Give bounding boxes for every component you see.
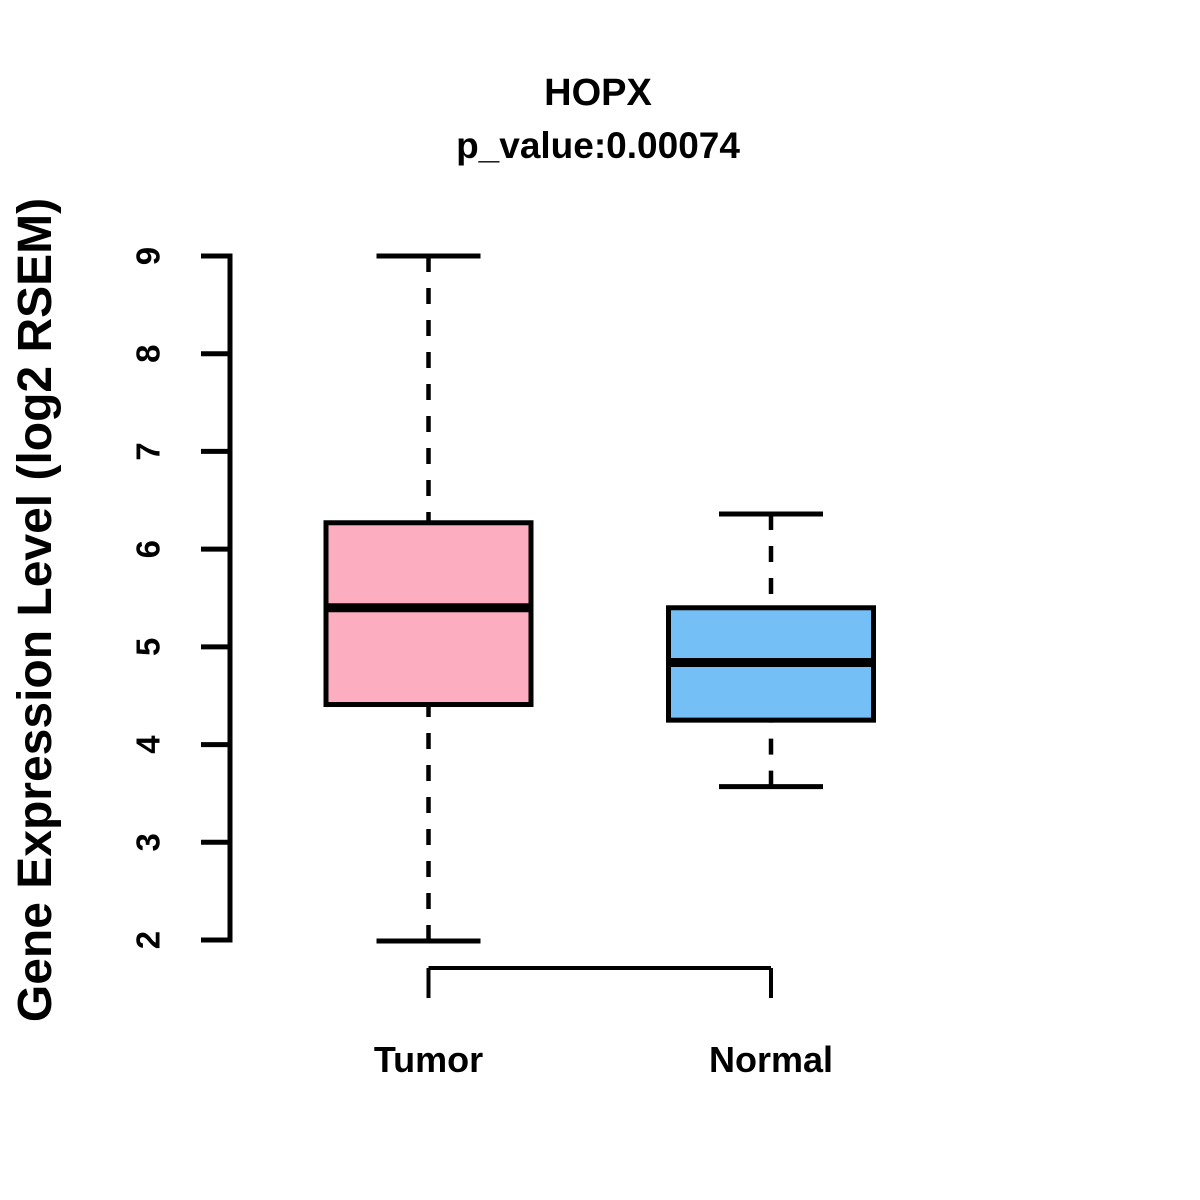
y-axis: 2 3 4 5 6 7 8 9 (130, 247, 233, 949)
boxplot-group (323, 253, 876, 944)
y-tick-label-9: 9 (130, 247, 167, 265)
x-axis-bracket (426, 966, 773, 998)
y-tick-label-8: 8 (130, 345, 167, 363)
y-axis-label: Gene Expression Level (log2 RSEM) (9, 198, 62, 1022)
chart-title: HOPX (544, 72, 652, 114)
x-label-tumor: Tumor (374, 1039, 483, 1080)
y-tick-label-6: 6 (130, 540, 167, 558)
x-label-normal: Normal (709, 1039, 833, 1080)
chart-subtitle: p_value:0.00074 (456, 125, 740, 166)
y-tick-label-3: 3 (130, 833, 167, 851)
y-tick-label-7: 7 (130, 442, 167, 460)
y-tick-label-2: 2 (130, 931, 167, 949)
y-tick-label-5: 5 (130, 638, 167, 656)
y-tick-label-4: 4 (130, 735, 167, 754)
tumor-box (323, 520, 534, 708)
x-category-labels: Tumor Normal (374, 1039, 833, 1080)
